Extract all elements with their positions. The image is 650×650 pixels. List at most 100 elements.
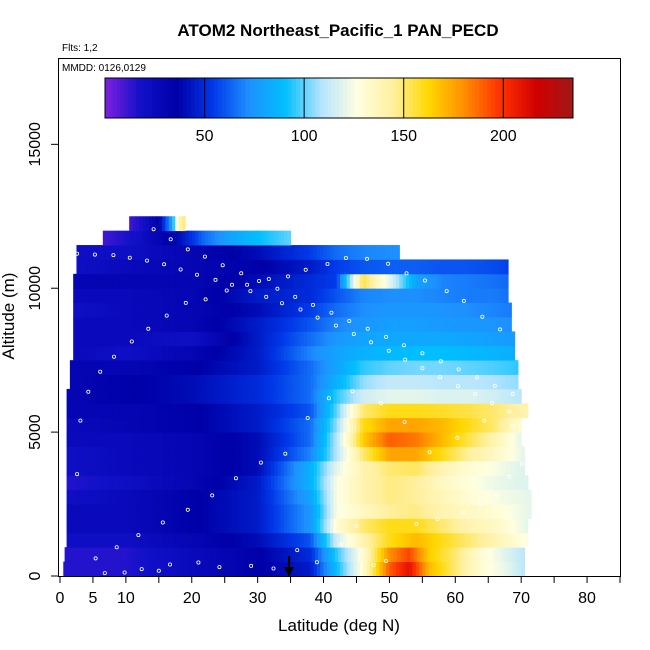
heat-cell (396, 317, 400, 332)
colorbar-swatch (241, 78, 246, 118)
colorbar-swatch (518, 78, 523, 118)
heat-cell (228, 417, 232, 433)
heat-cell (162, 388, 167, 404)
heat-cell (515, 547, 520, 563)
heat-cell (494, 374, 499, 390)
heat-cell (280, 518, 285, 534)
colorbar-swatch (561, 78, 566, 118)
heat-cell (264, 561, 269, 577)
heat-cell (349, 432, 354, 447)
colorbar-swatch (471, 78, 476, 118)
heat-cell (188, 388, 193, 404)
heat-cell (326, 345, 331, 361)
heat-cell (353, 331, 358, 347)
heat-cell (361, 547, 365, 563)
heat-cell (274, 388, 279, 404)
heat-cell (208, 432, 213, 447)
heat-cell (92, 489, 97, 505)
heat-cell (211, 259, 216, 275)
heat-cell (389, 259, 394, 275)
heat-cell (162, 259, 167, 275)
heat-cell (218, 302, 223, 318)
heat-cell (425, 360, 430, 375)
heat-cell (491, 374, 496, 390)
heat-cell (175, 216, 180, 232)
heat-cell (142, 216, 147, 232)
heat-cell (257, 230, 262, 246)
heat-cell (356, 532, 361, 548)
heat-cell (251, 417, 255, 433)
heat-cell (277, 331, 282, 347)
heat-cell (521, 504, 526, 519)
heat-cell (415, 317, 420, 332)
heat-cell (399, 446, 404, 462)
heat-cell (475, 345, 479, 361)
heat-cell (270, 230, 275, 246)
heat-cell (389, 317, 394, 332)
heat-cell (211, 489, 216, 505)
heat-cell (175, 259, 180, 275)
heat-cell (461, 302, 466, 318)
heat-cell (81, 547, 85, 563)
observation-point (114, 545, 119, 550)
heat-cell (277, 345, 282, 361)
heat-cell (155, 504, 160, 519)
heat-cell (211, 446, 216, 462)
heat-cell (458, 259, 463, 275)
heat-cell (142, 230, 147, 246)
heat-cell (422, 460, 427, 476)
heat-cell (452, 489, 456, 505)
heat-cell (211, 230, 216, 246)
heat-cell (465, 345, 470, 361)
heat-cell (129, 518, 134, 534)
heat-cell (359, 273, 364, 289)
heat-cell (221, 388, 226, 404)
heat-cell (155, 331, 160, 347)
heat-cell (347, 547, 352, 563)
heat-cell (284, 374, 288, 390)
heat-cell (369, 561, 374, 577)
heat-cell (465, 489, 470, 505)
heat-cell (201, 561, 206, 577)
heat-cell (461, 317, 466, 332)
heat-cell (471, 446, 476, 462)
heat-cell (372, 302, 377, 318)
heat-cell (119, 230, 124, 246)
heat-cell (303, 489, 308, 505)
heat-cell (221, 302, 226, 318)
heat-cell (396, 561, 400, 577)
heat-cell (274, 475, 279, 491)
heat-cell (218, 360, 223, 375)
heat-cell (405, 446, 410, 462)
heat-cell (287, 475, 292, 491)
heat-cell (488, 317, 493, 332)
heat-cell (468, 388, 473, 404)
heat-cell (116, 245, 120, 260)
heat-cell (142, 460, 147, 476)
heat-cell (102, 345, 107, 361)
heat-cell (481, 273, 486, 289)
heat-cell (267, 518, 272, 534)
heat-cell (445, 460, 450, 476)
heat-cell (448, 403, 453, 419)
heat-cell (455, 259, 460, 275)
heat-cell (79, 388, 84, 404)
heat-cell (478, 374, 483, 390)
heat-cell (405, 475, 410, 491)
heat-cell (356, 489, 361, 505)
observation-point (507, 474, 512, 479)
heat-cell (260, 432, 265, 447)
heat-cell (112, 489, 117, 505)
heat-cell (363, 504, 367, 519)
heat-cell (86, 417, 91, 433)
heat-cell (478, 360, 483, 375)
heat-cell (517, 432, 522, 447)
heat-cell (336, 432, 341, 447)
heat-cell (277, 302, 282, 318)
heat-cell (399, 302, 404, 318)
heat-cell (379, 446, 384, 462)
heat-cell (201, 374, 206, 390)
heat-cell (254, 446, 259, 462)
heat-cell (119, 417, 124, 433)
heat-cell (270, 302, 275, 318)
